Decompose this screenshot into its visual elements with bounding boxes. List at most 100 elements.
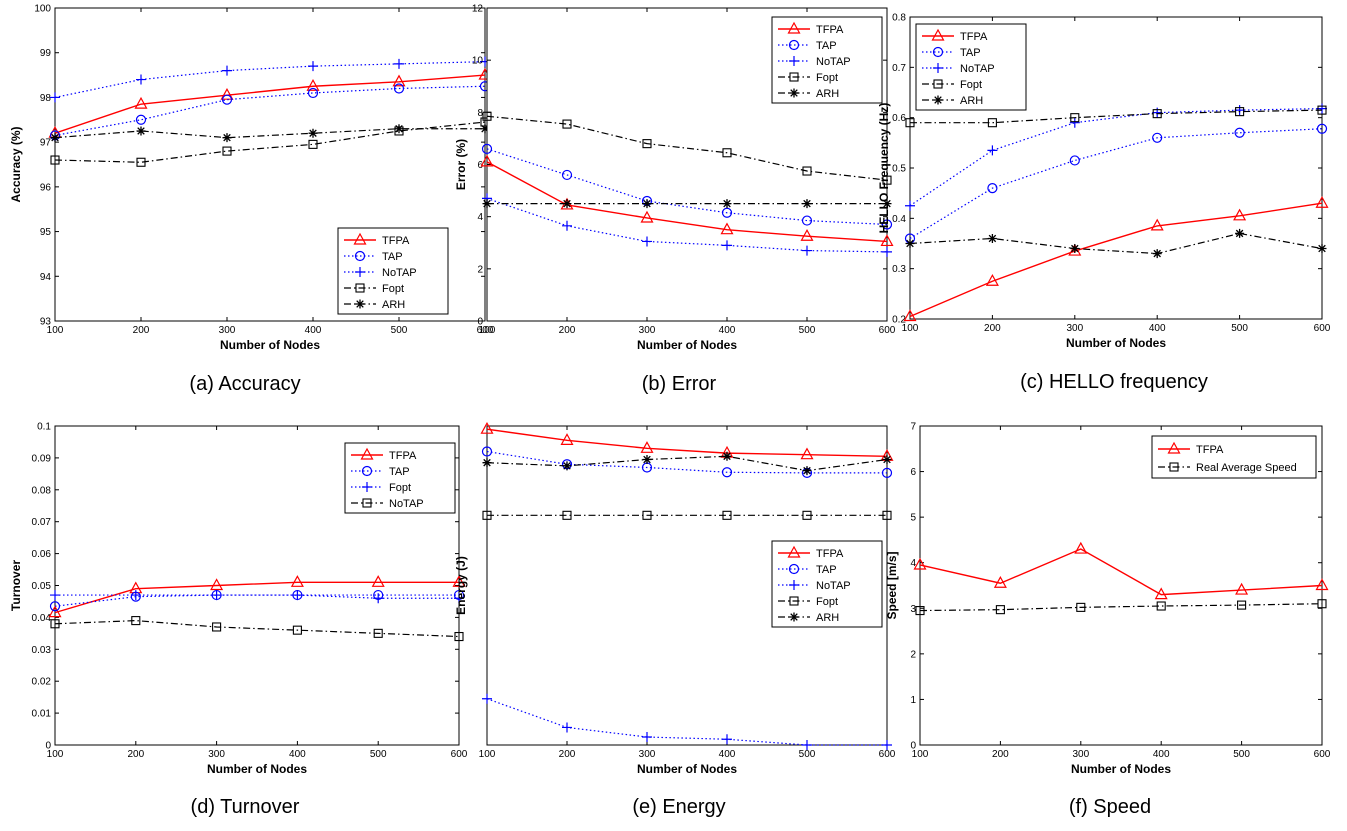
y-tick-label: 0.09 — [32, 453, 52, 464]
legend-label: ARH — [960, 95, 983, 107]
data-point — [222, 133, 232, 143]
chart-e: 100 200 300 400 500 600 Number of Nodes Energy … — [454, 421, 896, 818]
data-point — [562, 220, 572, 231]
x-tick-label: 300 — [1066, 323, 1083, 334]
data-point — [1315, 578, 1329, 591]
series-line — [486, 115, 888, 181]
x-tick-label: 200 — [127, 749, 144, 760]
legend-marker — [362, 482, 372, 492]
data-point — [394, 58, 404, 69]
data-point — [371, 575, 385, 587]
data-point — [1233, 208, 1247, 221]
data-point — [561, 169, 573, 181]
series-fopt — [50, 590, 464, 604]
x-tick-label: 500 — [370, 749, 387, 760]
x-tick-label: 500 — [799, 749, 816, 760]
series-tfpa — [903, 195, 1329, 322]
x-axis-label: Number of Nodes — [207, 762, 307, 776]
legend-marker — [931, 28, 945, 41]
y-tick-label: 0.06 — [32, 549, 52, 560]
data-point — [136, 74, 146, 85]
data-point — [905, 118, 915, 128]
chart-caption: (b) Error — [642, 373, 717, 395]
data-point — [722, 148, 732, 158]
data-point — [642, 139, 652, 149]
legend-label: NoTAP — [816, 56, 851, 68]
data-point — [308, 139, 318, 149]
series-line — [54, 85, 486, 137]
data-point — [221, 94, 233, 105]
data-point — [801, 215, 813, 226]
data-point — [482, 111, 492, 121]
chart-caption: (e) Energy — [632, 796, 725, 818]
chart-caption: (c) HELLO frequency — [1020, 371, 1208, 393]
x-tick-label: 400 — [1153, 749, 1170, 760]
data-point — [50, 155, 60, 165]
chart-c: 100 200 300 400 500 6000.20.30.40.50.60.70.8N… — [877, 13, 1331, 394]
data-point — [136, 126, 146, 136]
y-axis-label: Error (%) — [454, 139, 468, 190]
series-line — [909, 128, 1323, 239]
data-point — [882, 454, 892, 464]
data-point — [50, 590, 60, 601]
data-point — [393, 83, 405, 94]
legend-label: NoTAP — [960, 63, 995, 75]
data-point — [721, 207, 733, 218]
data-point — [222, 65, 232, 76]
data-point — [882, 246, 892, 257]
x-axis-label: Number of Nodes — [220, 338, 320, 352]
data-point — [562, 510, 572, 520]
data-point — [722, 451, 732, 461]
x-tick-label: 600 — [1314, 323, 1331, 334]
series-line — [486, 148, 888, 226]
series-line — [909, 232, 1323, 255]
data-point — [373, 593, 384, 604]
y-tick-label: 0.08 — [32, 485, 52, 496]
y-tick-label: 0.03 — [32, 645, 52, 656]
y-tick-label: 3 — [910, 604, 916, 615]
data-point — [480, 154, 494, 167]
legend-marker — [353, 232, 367, 245]
y-tick-label: 0.6 — [892, 113, 906, 124]
legend-label: Fopt — [960, 79, 982, 91]
x-tick-label: 600 — [477, 325, 494, 336]
x-tick-label: 100 — [479, 325, 496, 336]
data-point — [210, 578, 224, 591]
data-point — [987, 145, 998, 156]
y-tick-label: 0.07 — [32, 517, 52, 528]
legend-marker — [789, 72, 799, 82]
series-line — [54, 581, 459, 614]
legend-label: NoTAP — [816, 580, 851, 592]
data-point — [136, 157, 146, 167]
data-point — [1074, 541, 1088, 554]
series-line — [486, 428, 888, 458]
y-tick-label: 7 — [910, 422, 916, 433]
legend-marker — [355, 283, 365, 293]
legend-label: TAP — [816, 40, 837, 52]
series-line — [54, 128, 485, 139]
x-tick-label: 400 — [719, 749, 736, 760]
data-point — [220, 87, 234, 100]
data-point — [1317, 244, 1327, 254]
legend-marker — [789, 580, 799, 590]
series-line — [909, 108, 1323, 207]
data-point — [721, 467, 733, 478]
data-point — [1150, 218, 1164, 231]
x-tick-label: 200 — [559, 749, 576, 760]
y-tick-label: 96 — [40, 182, 52, 193]
y-tick-label: 0 — [477, 317, 483, 328]
data-point — [482, 510, 492, 520]
y-tick-label: 0.02 — [32, 677, 52, 688]
y-tick-label: 0.1 — [37, 422, 51, 433]
data-point — [308, 61, 318, 72]
legend-label: ARH — [816, 612, 839, 624]
data-point — [640, 441, 654, 453]
x-tick-label: 600 — [879, 749, 896, 760]
data-point — [134, 96, 148, 109]
series-tap — [481, 446, 893, 478]
legend-marker — [932, 46, 944, 58]
legend-label: NoTAP — [382, 267, 417, 279]
legend-box — [915, 23, 1027, 111]
data-point — [802, 166, 812, 176]
data-point — [50, 619, 60, 629]
